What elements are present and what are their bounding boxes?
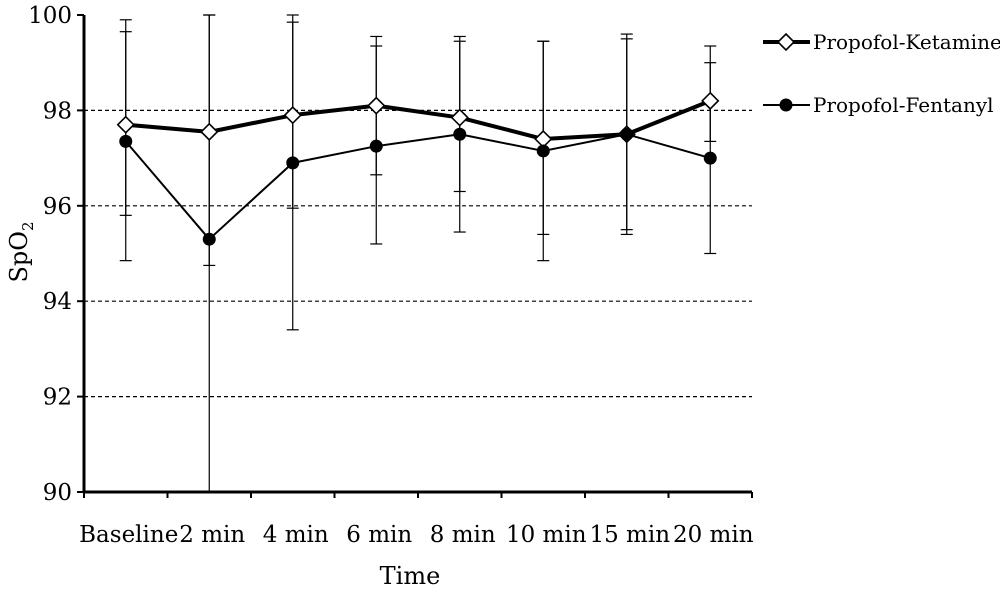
legend-label: Propofol-Fentanyl <box>813 93 994 117</box>
data-point-diamond <box>450 108 469 127</box>
series-line-1 <box>125 99 711 142</box>
legend-label: Propofol-Ketamine <box>813 30 1000 54</box>
y-tick-label: 94 <box>43 289 72 315</box>
data-point-diamond <box>200 122 219 141</box>
y-tick-label: 90 <box>43 480 72 506</box>
data-point-diamond <box>116 115 135 134</box>
y-tick-label: 96 <box>43 194 72 220</box>
data-point-circle <box>536 144 550 158</box>
series-markers <box>116 91 720 246</box>
y-axis-title-subscript: 2 <box>19 221 37 231</box>
series-lines <box>124 99 711 241</box>
data-point-diamond <box>367 96 386 115</box>
grid-lines <box>84 109 752 398</box>
data-point-diamond <box>701 91 720 110</box>
data-point-circle <box>703 151 717 165</box>
x-tick-label: 8 min <box>430 522 496 548</box>
x-tick-label: Baseline <box>79 522 178 548</box>
y-tick-label: 98 <box>43 98 72 124</box>
x-tick-label: 10 min <box>506 522 587 548</box>
data-point-circle <box>286 156 300 170</box>
legend-marker-diamond <box>776 32 796 52</box>
y-tick-label: 100 <box>28 3 72 29</box>
legend: Propofol-Ketamine Propofol-Fentanyl <box>763 30 1000 117</box>
y-axis-title: SpO2 <box>5 221 37 282</box>
x-tick-label: 15 min <box>589 522 670 548</box>
series-line-2 <box>124 133 711 241</box>
legend-marker-circle <box>779 98 793 112</box>
data-point-circle <box>453 127 467 141</box>
data-point-circle <box>369 139 383 153</box>
data-point-circle <box>119 134 133 148</box>
x-tick-label: 4 min <box>263 522 329 548</box>
tick-labels: 90 92 94 96 98 100 Baseline 2 min 4 min 6 min 8 mi… <box>28 3 754 548</box>
x-tick-label: 20 min <box>673 522 754 548</box>
axes <box>77 14 753 498</box>
x-axis-title: Time <box>380 562 441 590</box>
x-tick-label: 6 min <box>346 522 412 548</box>
data-point-circle <box>202 232 216 246</box>
data-point-diamond <box>283 106 302 125</box>
y-tick-label: 92 <box>43 385 72 411</box>
error-bars <box>119 14 717 493</box>
x-tick-label: 2 min <box>179 522 245 548</box>
y-axis-title-main: SpO <box>5 231 33 282</box>
data-point-circle <box>620 127 634 141</box>
